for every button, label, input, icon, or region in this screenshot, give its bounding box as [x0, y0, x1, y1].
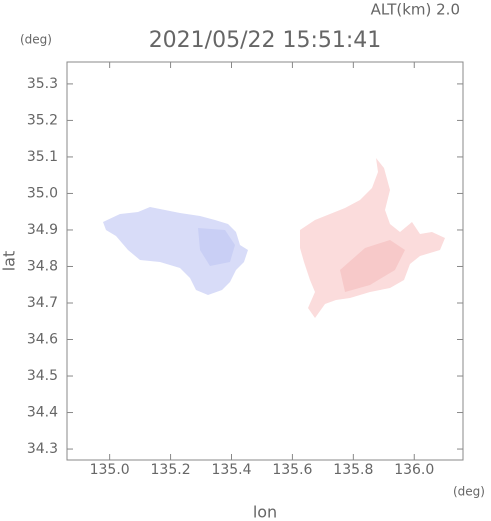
x-axis-label: lon — [253, 503, 277, 521]
red-core — [340, 240, 405, 292]
red-region — [300, 158, 445, 318]
x-unit: (deg) — [453, 485, 485, 499]
altitude: ALT(km) 2.0 — [371, 1, 460, 19]
y-unit: (deg) — [20, 33, 52, 47]
x-tick-label: 135.0 — [90, 462, 130, 478]
blue-core — [198, 228, 235, 266]
y-tick-label: 35.3 — [27, 76, 58, 92]
y-tick-label: 34.5 — [27, 368, 58, 384]
x-tick-label: 136.0 — [394, 462, 434, 478]
y-tick-label: 34.9 — [27, 222, 58, 238]
plot-frame — [66, 61, 464, 461]
y-tick-label: 34.6 — [27, 332, 58, 348]
x-tick-label: 135.6 — [272, 462, 312, 478]
y-tick-label: 34.3 — [27, 441, 58, 457]
y-tick-label: 35.2 — [27, 112, 58, 128]
y-tick-label: 34.7 — [27, 295, 58, 311]
y-axis-label: lat — [0, 251, 19, 272]
blue-region — [103, 207, 248, 295]
x-tick-label: 135.2 — [151, 462, 191, 478]
chart-title: 2021/05/22 15:51:41 — [149, 28, 382, 53]
x-tick-label: 135.8 — [333, 462, 373, 478]
y-tick-label: 35.0 — [27, 185, 58, 201]
y-tick-label: 34.4 — [27, 405, 58, 421]
x-tick-label: 135.4 — [211, 462, 251, 478]
y-tick-label: 35.1 — [27, 149, 58, 165]
y-tick-label: 34.8 — [27, 258, 58, 274]
